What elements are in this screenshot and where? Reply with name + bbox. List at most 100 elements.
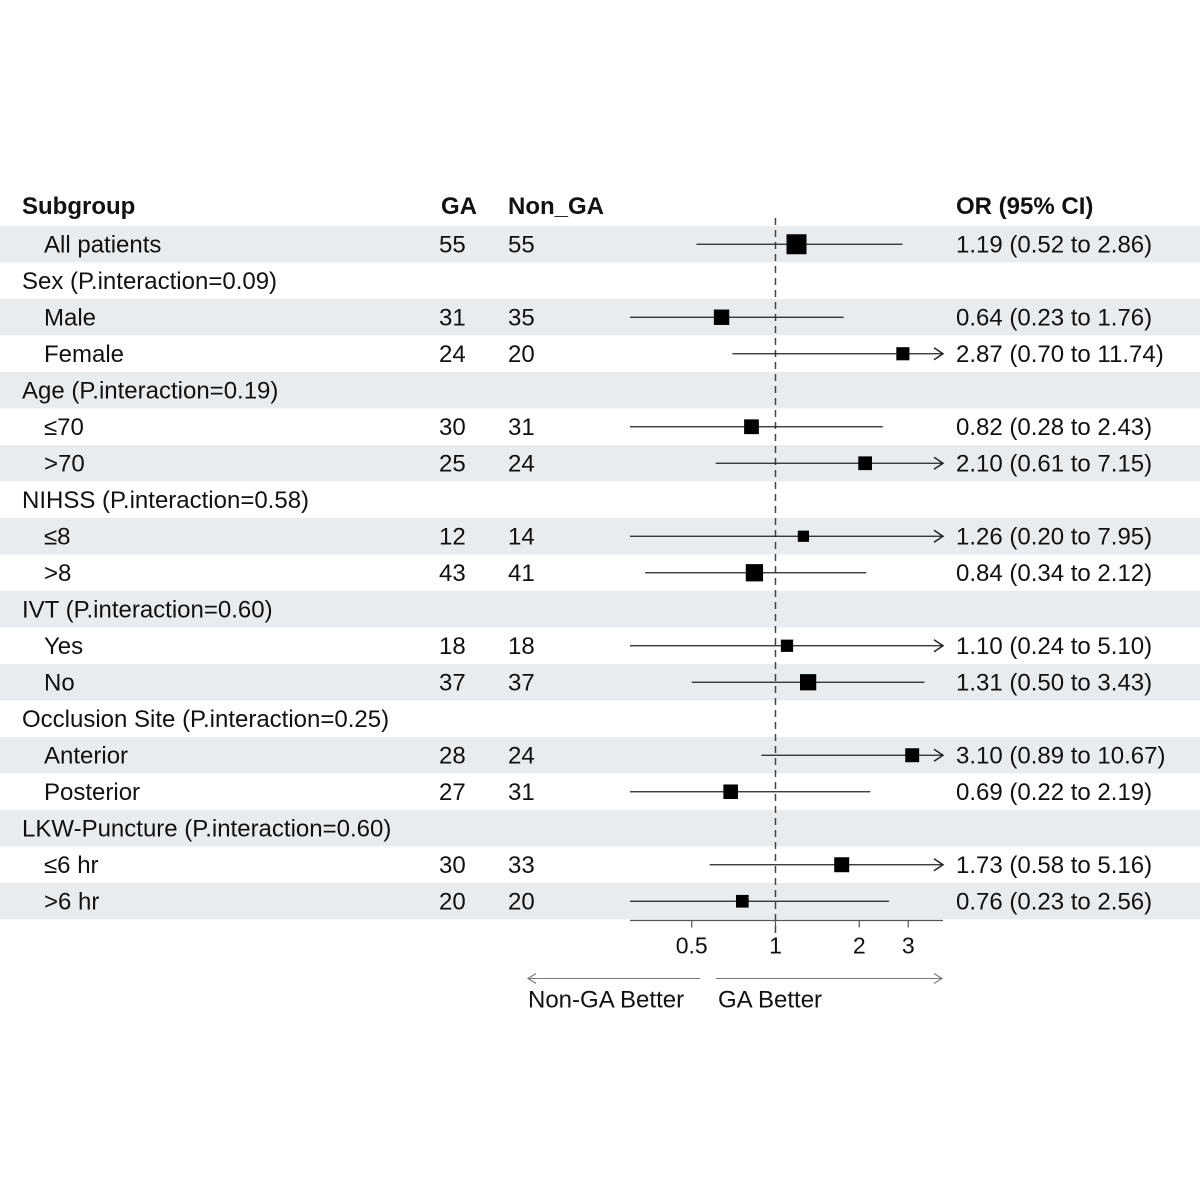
row-band (0, 664, 1200, 701)
table-rows: All patients 55 55 1.19 (0.52 to 2.86) Sex (… (22, 231, 1165, 915)
subgroup-label: All patients (44, 231, 161, 258)
header-ga: GA (441, 193, 477, 220)
ga-count: 28 (439, 742, 466, 769)
point-estimate (744, 419, 759, 435)
subgroup-label: Posterior (44, 779, 140, 806)
point-estimate (834, 857, 850, 873)
point-estimate (799, 674, 817, 691)
row-band (0, 737, 1200, 774)
non-ga-count: 18 (508, 633, 535, 660)
tick-label: 2 (853, 933, 866, 959)
subgroup-label: >8 (44, 560, 71, 587)
ga-count: 37 (439, 669, 466, 696)
ga-count: 18 (439, 633, 466, 660)
ga-count: 30 (439, 852, 466, 879)
header-non-ga: Non_GA (508, 193, 604, 220)
ga-count: 55 (439, 231, 466, 258)
ci-arrow (933, 529, 945, 543)
or-ci-text: 3.10 (0.89 to 10.67) (956, 742, 1165, 769)
ci-arrow (933, 347, 945, 361)
ga-count: 12 (439, 523, 466, 550)
subgroup-label: >70 (44, 450, 85, 477)
point-estimate (723, 784, 738, 800)
non-ga-count: 31 (508, 779, 535, 806)
subgroup-label: No (44, 669, 75, 696)
subgroup-label: Male (44, 304, 96, 331)
ci-arrow (933, 639, 945, 653)
subgroup-label: ≤8 (44, 523, 71, 550)
ga-count: 31 (439, 304, 466, 331)
or-ci-text: 0.82 (0.28 to 2.43) (956, 414, 1152, 441)
group-header: Age (P.interaction=0.19) (22, 377, 278, 404)
ci-arrow (933, 456, 945, 470)
non-ga-count: 37 (508, 669, 535, 696)
tick-label: 1 (769, 933, 782, 959)
point-estimate (797, 530, 810, 542)
group-header: IVT (P.interaction=0.60) (22, 596, 273, 623)
non-ga-count: 33 (508, 852, 535, 879)
or-ci-text: 0.69 (0.22 to 2.19) (956, 779, 1152, 806)
non-ga-count: 24 (508, 742, 535, 769)
ci-arrow (933, 858, 945, 872)
point-estimate (735, 894, 749, 908)
or-ci-text: 0.76 (0.23 to 2.56) (956, 888, 1152, 915)
subgroup-label: Female (44, 341, 124, 368)
non-ga-better-label: Non-GA Better (528, 987, 684, 1014)
non-ga-count: 35 (508, 304, 535, 331)
or-ci-text: 1.10 (0.24 to 5.10) (956, 633, 1152, 660)
ga-count: 20 (439, 888, 466, 915)
point-estimate (858, 456, 872, 471)
or-ci-text: 1.26 (0.20 to 7.95) (956, 523, 1152, 550)
row-band (0, 226, 1200, 263)
or-ci-text: 2.87 (0.70 to 11.74) (956, 341, 1164, 368)
or-ci-text: 1.73 (0.58 to 5.16) (956, 852, 1152, 879)
ga-count: 27 (439, 779, 466, 806)
subgroup-label: ≤6 hr (44, 852, 99, 879)
row-band (0, 591, 1200, 628)
non-ga-count: 20 (508, 341, 535, 368)
plot-marks (630, 234, 945, 908)
point-estimate (786, 234, 807, 255)
tick-label: 3 (902, 933, 915, 959)
non-ga-count: 20 (508, 888, 535, 915)
subgroup-label: Yes (44, 633, 83, 660)
or-ci-text: 0.84 (0.34 to 2.12) (956, 560, 1152, 587)
point-estimate (905, 748, 920, 763)
subgroup-label: ≤70 (44, 414, 84, 441)
point-estimate (713, 309, 730, 325)
non-ga-count: 31 (508, 414, 535, 441)
row-bands (0, 226, 1200, 920)
tick-label: 0.5 (676, 933, 708, 959)
row-band (0, 883, 1200, 920)
non-ga-count: 24 (508, 450, 535, 477)
or-ci-text: 1.19 (0.52 to 2.86) (956, 231, 1152, 258)
non-ga-count: 14 (508, 523, 535, 550)
row-band (0, 810, 1200, 847)
row-band (0, 299, 1200, 336)
row-band (0, 372, 1200, 409)
point-estimate (780, 639, 794, 652)
right-arrow-head (933, 973, 944, 984)
row-band (0, 445, 1200, 482)
ga-count: 30 (439, 414, 466, 441)
or-ci-text: 2.10 (0.61 to 7.15) (956, 450, 1152, 477)
header-or-ci: OR (95% CI) (956, 193, 1093, 220)
header-subgroup: Subgroup (22, 193, 135, 220)
direction-labels: Non-GA Better GA Better (526, 973, 944, 1014)
or-ci-text: 0.64 (0.23 to 1.76) (956, 304, 1152, 331)
point-estimate (745, 564, 764, 582)
non-ga-count: 55 (508, 231, 535, 258)
left-arrow-head (526, 973, 537, 984)
subgroup-label: >6 hr (44, 888, 99, 915)
or-ci-text: 1.31 (0.50 to 3.43) (956, 669, 1152, 696)
group-header: LKW-Puncture (P.interaction=0.60) (22, 815, 391, 842)
point-estimate (896, 347, 910, 361)
x-axis: 0.5 1 2 3 (630, 919, 943, 959)
subgroup-label: Anterior (44, 742, 128, 769)
group-header: Occlusion Site (P.interaction=0.25) (22, 706, 389, 733)
ga-count: 25 (439, 450, 466, 477)
ci-arrow (933, 748, 945, 762)
group-header: Sex (P.interaction=0.09) (22, 268, 277, 295)
group-header: NIHSS (P.interaction=0.58) (22, 487, 309, 514)
